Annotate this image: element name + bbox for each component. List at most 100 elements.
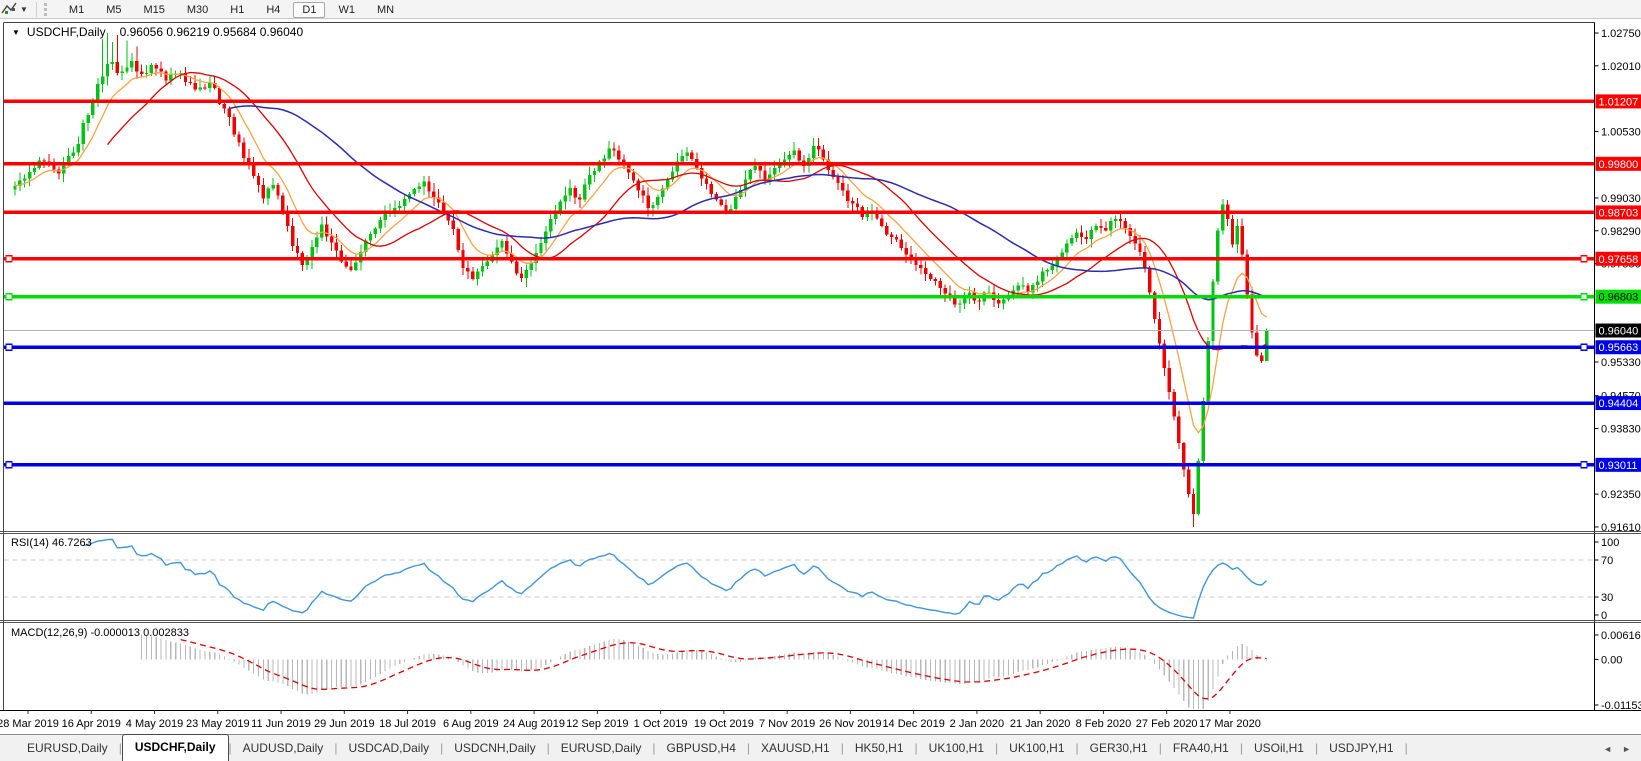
timeframe-buttons: M1 M5 M15 M30 H1 H4 D1 W1 MN (58, 0, 405, 18)
tab-separator: | (746, 741, 751, 755)
pane-borders (0, 22, 1641, 711)
chart-tab-usdjpy-h1[interactable]: USDJPY,H1 (1329, 741, 1394, 755)
macd-tick-label: 0.006167 (1601, 630, 1641, 642)
rsi-tick-label: 0 (1601, 610, 1607, 622)
price-level-label: 0.98703 (1599, 207, 1639, 219)
chart-tab-uk100-h1[interactable]: UK100,H1 (928, 741, 985, 755)
timeframe-button-m30[interactable]: M30 (186, 4, 209, 16)
rsi-line (83, 538, 1268, 619)
level-handle[interactable] (5, 292, 13, 301)
tab-separator: | (840, 741, 844, 755)
price-tick-label: 1.02750 (1601, 28, 1641, 40)
price-level-label: 1.01207 (1599, 96, 1639, 108)
level-handle[interactable] (1580, 255, 1588, 263)
tab-separator: | (914, 741, 918, 755)
price-level-label: 0.95663 (1599, 342, 1639, 354)
tab-separator: | (652, 741, 656, 755)
timeframe-button-w1[interactable]: W1 (338, 4, 355, 16)
chart-tab-gbpusd-h4[interactable]: GBPUSD,H4 (666, 741, 736, 755)
date-tick-label: 21 Jan 2020 (1010, 718, 1071, 730)
date-tick-label: 12 Sep 2019 (566, 718, 628, 730)
chart-tab-fra40-h1[interactable]: FRA40,H1 (1172, 741, 1229, 755)
chart-tabs: EURUSD,Daily | USDCHF,Daily | AUDUSD,Daily | U… (16, 734, 1408, 761)
price-tick-label: 0.98290 (1601, 226, 1641, 238)
chart-tab-usdchf-daily[interactable]: USDCHF,Daily (121, 734, 229, 761)
date-tick-label: 24 Aug 2019 (503, 718, 565, 730)
date-tick-label: 28 Mar 2019 (0, 718, 59, 730)
timeframe-button-h4[interactable]: H4 (266, 4, 281, 16)
date-tick-label: 27 Feb 2020 (1136, 718, 1198, 730)
rsi-tick-label: 70 (1601, 555, 1613, 567)
tab-separator: | (995, 741, 999, 755)
toolbar-separator (35, 1, 37, 17)
timeframe-button-m1[interactable]: M1 (68, 4, 85, 16)
chart-tab-uk100-h1[interactable]: UK100,H1 (1009, 741, 1065, 755)
chart-tab-usdcad-daily[interactable]: USDCAD,Daily (348, 741, 430, 755)
date-tick-label: 19 Oct 2019 (694, 718, 754, 730)
price-tick-label: 1.02010 (1601, 61, 1641, 73)
chart-tab-xauusd-h1[interactable]: XAUUSD,H1 (761, 741, 830, 755)
timeframe-button-m15[interactable]: M15 (143, 4, 165, 16)
rsi-tick-label: 100 (1601, 537, 1619, 549)
level-handle[interactable] (1580, 343, 1588, 351)
rsi-indicator-label: RSI(14) 46.7263 (11, 537, 92, 549)
rsi-tick-label: 30 (1601, 592, 1613, 604)
tab-separator: | (1158, 741, 1162, 755)
level-handle[interactable] (1580, 292, 1588, 301)
date-tick-label: 17 Mar 2020 (1199, 718, 1261, 730)
macd-tick-label: -0.011531 (1601, 700, 1641, 712)
date-tick-label: 29 Jun 2019 (314, 718, 375, 730)
level-handle[interactable] (5, 461, 13, 469)
price-level-label: 0.94404 (1599, 398, 1639, 410)
date-tick-label: 26 Nov 2019 (819, 718, 881, 730)
chart-tab-eurusd-daily[interactable]: EURUSD,Daily (560, 741, 642, 755)
date-tick-label: 1 Oct 2019 (634, 718, 688, 730)
tab-separator: | (118, 741, 122, 755)
draw-tool-icon[interactable] (1, 2, 17, 16)
chart-symbol: USDCHF,Daily (26, 25, 106, 39)
date-tick-label: 2 Jan 2020 (950, 718, 1004, 730)
date-tick-label: 6 Aug 2019 (443, 718, 499, 730)
timeframe-button-d1[interactable]: D1 (293, 2, 326, 18)
timeframe-button-mn[interactable]: MN (376, 4, 395, 16)
timeframe-button-h1[interactable]: H1 (230, 4, 245, 16)
level-handle[interactable] (1580, 461, 1588, 469)
price-tick-label: 1.00530 (1601, 126, 1641, 138)
tab-separator: | (1404, 741, 1408, 755)
dropdown-caret-icon[interactable]: ▼ (20, 4, 28, 14)
horizontal-levels-layer (3, 99, 1595, 469)
price-level-label: 0.97658 (1599, 254, 1639, 266)
date-tick-label: 18 Jul 2019 (379, 718, 436, 730)
tab-separator: | (1314, 741, 1319, 755)
macd-pane: 0.006167 0.00 -0.011531 (141, 630, 1641, 712)
chart-tab-audusd-daily[interactable]: AUDUSD,Daily (242, 741, 324, 755)
tab-separator: | (1239, 741, 1243, 755)
price-axis: 1.027501.020101.005300.990300.982900.975… (1594, 28, 1641, 534)
price-label-boxes: 1.01207 0.99800 0.98703 0.97658 0.96803 0.956… (1595, 94, 1641, 472)
chart-tab-usoil-h1[interactable]: USOil,H1 (1253, 741, 1304, 755)
macd-tick-label: 0.00 (1601, 654, 1622, 666)
chart-tab-hk50-h1[interactable]: HK50,H1 (854, 741, 904, 755)
date-tick-label: 8 Feb 2020 (1076, 718, 1132, 730)
level-handle[interactable] (5, 343, 13, 351)
timeframe-button-m5[interactable]: M5 (106, 4, 122, 16)
tab-separator: | (1075, 741, 1079, 755)
level-handle[interactable] (5, 255, 13, 263)
chart-tab-ger30-h1[interactable]: GER30,H1 (1089, 741, 1148, 755)
date-tick-label: 4 May 2019 (126, 718, 183, 730)
chart-ohlc-values: 0.96056 0.96219 0.95684 0.96040 (119, 25, 304, 39)
tab-scroll-left-button[interactable]: ◄ (1603, 744, 1613, 754)
rsi-pane: 100 70 30 0 (3, 537, 1619, 622)
chart-tab-usdcnh-daily[interactable]: USDCNH,Daily (454, 741, 536, 755)
chart-tab-eurusd-daily[interactable]: EURUSD,Daily (27, 741, 108, 755)
toolbar: ▼ M1 M5 M15 M30 H1 H4 D1 W1 MN (0, 0, 1641, 19)
price-tick-label: 0.92350 (1601, 489, 1641, 501)
tab-scroll-right-button[interactable]: ► (1622, 744, 1631, 754)
candles-layer (13, 33, 1269, 527)
price-level-label: 0.96803 (1599, 292, 1639, 304)
price-level-label: 0.99800 (1599, 159, 1639, 171)
tab-separator: | (440, 741, 444, 755)
collapse-triangle-icon[interactable]: ▼ (12, 27, 20, 37)
toolbar-grip[interactable] (43, 2, 50, 16)
